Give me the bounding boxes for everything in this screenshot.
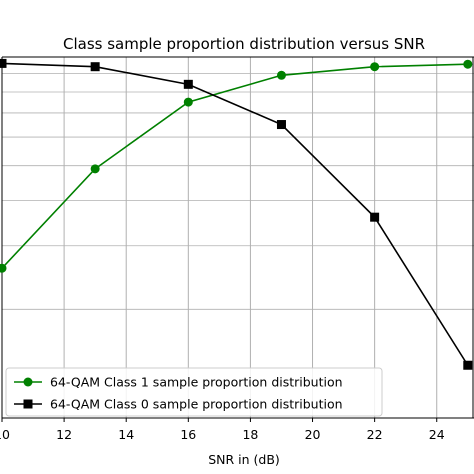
chart-title: Class sample proportion distribution ver… xyxy=(63,35,425,53)
series-1-point xyxy=(463,360,473,370)
series-0-point xyxy=(90,164,100,174)
x-axis-label: SNR in (dB) xyxy=(208,452,280,467)
series-1-point xyxy=(276,120,286,130)
legend: 64-QAM Class 1 sample proportion distrib… xyxy=(5,367,383,417)
axes-frame xyxy=(1,56,474,419)
x-tick-label: 22 xyxy=(367,427,383,442)
x-tick-label: 16 xyxy=(180,427,196,442)
series-line-1 xyxy=(1,62,469,366)
x-tick-label: 12 xyxy=(56,427,72,442)
series-layer xyxy=(0,58,473,370)
series-1-point xyxy=(370,212,380,222)
legend-box xyxy=(5,367,383,417)
x-tick-label: 10 xyxy=(0,427,10,442)
series-1-point xyxy=(90,62,100,72)
series-line-0 xyxy=(1,63,468,269)
legend-label-0: 64-QAM Class 1 sample proportion distrib… xyxy=(50,375,343,390)
series-1-point xyxy=(0,58,7,68)
legend-marker-1 xyxy=(23,399,33,409)
series-0-point xyxy=(276,70,286,80)
x-ticks: 10 12 14 16 18 20 22 24 xyxy=(0,418,445,442)
x-tick-label: 24 xyxy=(429,427,445,442)
series-0-point xyxy=(0,263,7,273)
series-1-point xyxy=(183,79,193,89)
x-tick-label: 20 xyxy=(305,427,321,442)
series-0-point xyxy=(183,97,193,107)
x-tick-label: 18 xyxy=(242,427,258,442)
legend-label-1: 64-QAM Class 0 sample proportion distrib… xyxy=(50,397,343,412)
series-0-point xyxy=(370,62,380,72)
series-0-point xyxy=(463,59,473,69)
legend-marker-0 xyxy=(23,377,33,387)
x-tick-label: 14 xyxy=(118,427,134,442)
grid xyxy=(1,56,474,419)
